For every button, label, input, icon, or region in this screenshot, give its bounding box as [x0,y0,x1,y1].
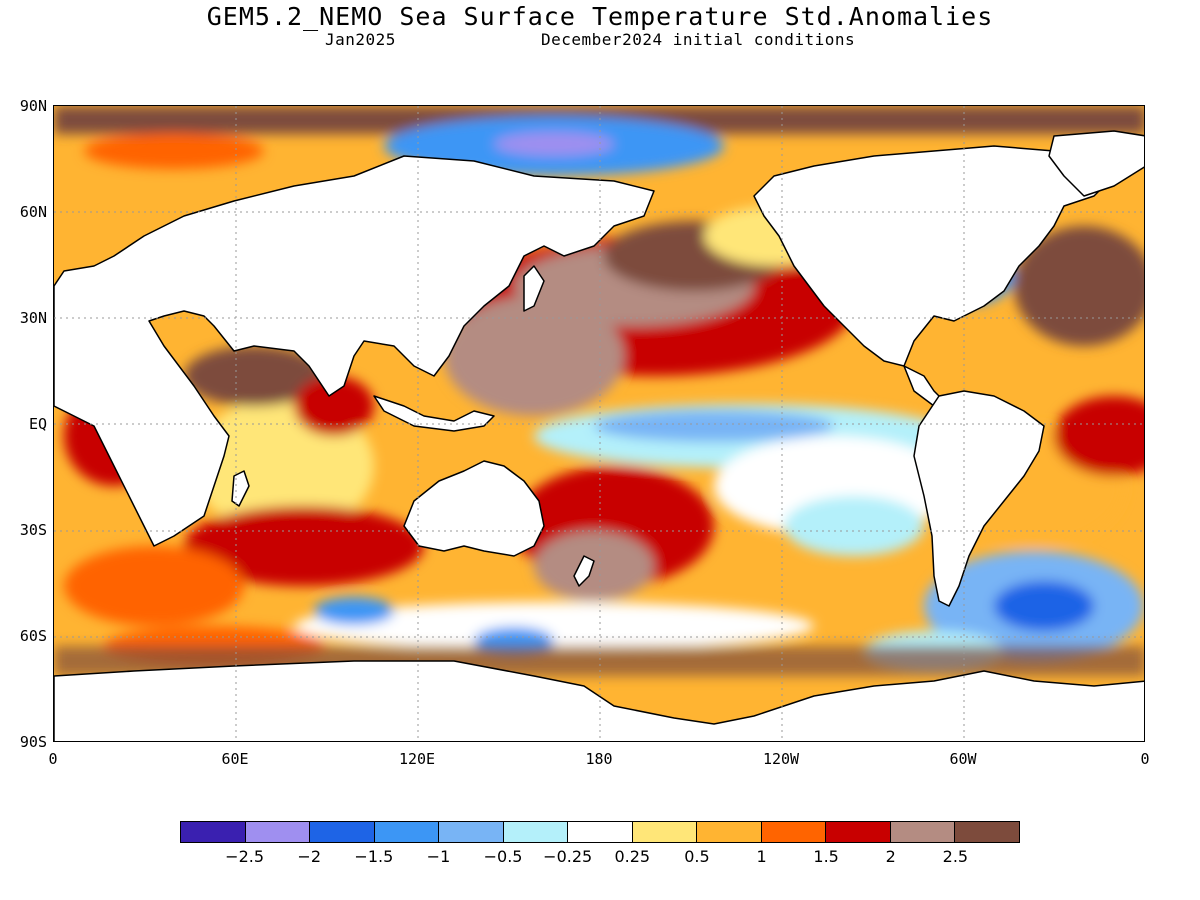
colorbar-label-8: 1 [756,847,767,866]
y-label-60s: 60S [19,627,47,645]
colorbar-label-0: −2.5 [225,847,265,866]
colorbar-label-7: 0.5 [684,847,710,866]
south-america [913,390,1045,607]
australia [403,460,545,557]
colorbar-swatch-9 [761,822,827,842]
colorbar-swatch-0 [181,822,246,842]
y-label-30n: 30N [19,309,47,327]
land-masses [54,130,1144,741]
y-label-30s: 30S [19,521,47,539]
colorbar-swatch-5 [503,822,569,842]
colorbar [180,821,1020,843]
x-label-120e: 120E [398,750,436,768]
north-america [753,145,1115,367]
y-label-eq: EQ [28,415,47,433]
colorbar-swatch-10 [826,822,891,842]
x-label-120w: 120W [762,750,800,768]
forecast-month: Jan2025 [325,30,396,49]
colorbar-label-3: −1 [426,847,451,866]
colorbar-label-1: −2 [297,847,322,866]
graticule [54,106,1144,741]
x-label-0-end: 0 [1140,750,1150,768]
initial-conditions-label: December2024 initial conditions [541,30,856,49]
japan [523,265,545,312]
colorbar-swatch-2 [310,822,375,842]
antarctica [54,660,1144,741]
greenland [1048,130,1144,197]
map-canvas [54,106,1144,741]
indonesia [373,395,495,432]
colorbar-swatch-1 [245,822,311,842]
colorbar-label-10: 2 [885,847,896,866]
sst-anomaly-map [53,105,1145,742]
y-label-90n: 90N [19,97,47,115]
new-zealand [573,555,595,587]
x-label-0: 0 [48,750,58,768]
y-label-60n: 60N [19,203,47,221]
map-title: GEM5.2_NEMO Sea Surface Temperature Std.… [206,2,994,31]
colorbar-label-6: 0.25 [614,847,651,866]
x-label-180: 180 [585,750,613,768]
colorbar-label-4: −0.5 [483,847,523,866]
colorbar-label-9: 1.5 [813,847,839,866]
colorbar-swatch-6 [568,822,633,842]
colorbar-label-5: −0.25 [543,847,593,866]
colorbar-swatch-12 [955,822,1019,842]
colorbar-swatch-3 [374,822,440,842]
colorbar-label-11: 2.5 [942,847,969,866]
colorbar-swatch-11 [890,822,956,842]
colorbar-swatch-8 [697,822,762,842]
colorbar-swatch-4 [439,822,504,842]
x-label-60w: 60W [949,750,977,768]
colorbar-label-2: −1.5 [354,847,394,866]
x-label-60e: 60E [221,750,249,768]
eurasia-africa [54,155,655,547]
y-label-90s: 90S [19,733,47,751]
colorbar-swatch-7 [632,822,698,842]
